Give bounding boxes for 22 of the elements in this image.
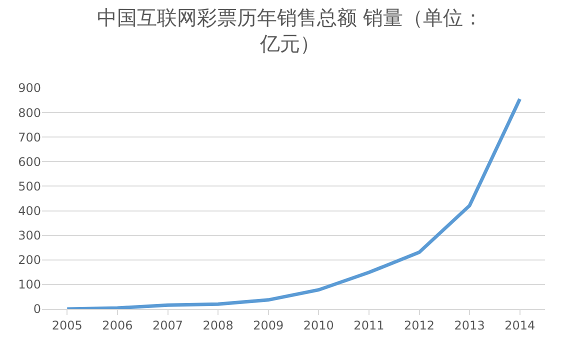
y-tick-label: 900: [18, 81, 41, 96]
line-series: [65, 97, 522, 309]
x-tick-label: 2012: [404, 318, 435, 332]
y-tick-label: 500: [18, 179, 41, 194]
y-tick-label: 800: [18, 106, 41, 120]
y-tick-label: 100: [18, 278, 41, 292]
y-tick-label: 200: [18, 253, 41, 268]
x-tick-label: 2010: [303, 318, 334, 332]
y-tick-label: 600: [18, 154, 41, 169]
x-tick-label: 2006: [102, 318, 133, 332]
chart-title: 中国互联网彩票历年销售总额 销量（单位：亿元）: [96, 5, 484, 56]
x-tick-label: 2007: [152, 318, 184, 332]
x-tick-label: 2005: [52, 318, 82, 332]
x-tick-label: 2013: [454, 318, 485, 332]
x-tick-label: 2008: [202, 318, 234, 332]
y-tick-label: 0: [33, 302, 41, 316]
x-tick-label: 2011: [354, 318, 384, 332]
y-tick-label: 700: [18, 130, 41, 144]
y-tick-label: 400: [18, 204, 41, 218]
x-tick-label: 2014: [504, 318, 536, 332]
x-tick-label: 2009: [253, 318, 284, 332]
y-tick-label: 300: [18, 228, 41, 243]
